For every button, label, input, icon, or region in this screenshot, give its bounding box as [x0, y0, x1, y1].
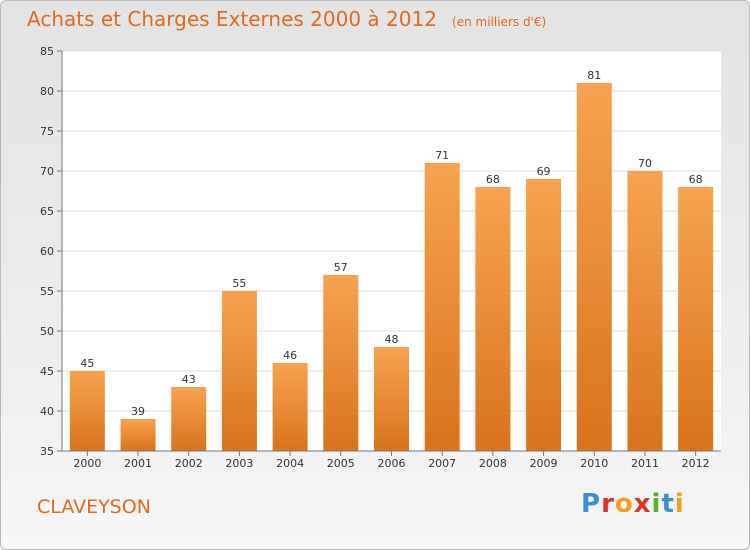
data-label-2010: 81 — [587, 69, 601, 82]
y-tick-label: 65 — [40, 205, 54, 218]
data-label-2012: 68 — [689, 173, 703, 186]
y-tick-label: 45 — [40, 365, 54, 378]
x-tick-label: 2007 — [428, 457, 456, 470]
y-tick-label: 50 — [40, 325, 54, 338]
x-tick-label: 2004 — [276, 457, 304, 470]
x-tick-label: 2011 — [631, 457, 659, 470]
y-tick-label: 55 — [40, 285, 54, 298]
data-label-2005: 57 — [334, 261, 348, 274]
logo-letter: i — [674, 489, 685, 519]
x-tick-label: 2005 — [327, 457, 355, 470]
data-label-2011: 70 — [638, 157, 652, 170]
y-tick-label: 70 — [40, 165, 54, 178]
data-label-2000: 45 — [80, 357, 94, 370]
y-tick-label: 85 — [40, 45, 54, 58]
data-label-2009: 69 — [537, 165, 551, 178]
bar-2000 — [69, 371, 105, 451]
bar-2005 — [323, 275, 359, 451]
data-label-2006: 48 — [385, 333, 399, 346]
y-tick-label: 75 — [40, 125, 54, 138]
x-tick-label: 2001 — [124, 457, 152, 470]
chart-title: Achats et Charges Externes 2000 à 2012 (… — [27, 7, 546, 31]
chart-unit-text: (en milliers d'€) — [452, 15, 547, 29]
logo-letter: P — [581, 489, 602, 519]
bar-2009 — [526, 179, 562, 451]
x-tick-label: 2002 — [175, 457, 203, 470]
data-label-2003: 55 — [232, 277, 246, 290]
logo-letter: r — [601, 489, 615, 519]
x-tick-label: 2012 — [682, 457, 710, 470]
bar-2002 — [171, 387, 207, 451]
logo-letter: t — [661, 489, 675, 519]
bar-2001 — [120, 419, 156, 451]
bar-2011 — [627, 171, 663, 451]
data-label-2001: 39 — [131, 405, 145, 418]
y-tick-label: 35 — [40, 445, 54, 458]
y-tick-label: 40 — [40, 405, 54, 418]
bar-2012 — [678, 187, 714, 451]
data-label-2008: 68 — [486, 173, 500, 186]
logo-letter: x — [633, 489, 652, 519]
y-tick-label: 80 — [40, 85, 54, 98]
chart-title-text: Achats et Charges Externes 2000 à 2012 — [27, 7, 437, 31]
data-label-2007: 71 — [435, 149, 449, 162]
logo-letter: i — [651, 489, 662, 519]
logo-letter: o — [614, 489, 634, 519]
bar-2004 — [272, 363, 308, 451]
bar-2008 — [475, 187, 511, 451]
x-tick-label: 2010 — [580, 457, 608, 470]
x-tick-label: 2003 — [225, 457, 253, 470]
x-tick-label: 2009 — [530, 457, 558, 470]
proxiti-logo: Proxiti — [581, 489, 685, 519]
data-label-2004: 46 — [283, 349, 297, 362]
x-tick-label: 2006 — [378, 457, 406, 470]
bar-2007 — [424, 163, 460, 451]
commune-name: CLAVEYSON — [37, 496, 151, 518]
bar-2010 — [576, 83, 612, 451]
x-tick-label: 2008 — [479, 457, 507, 470]
x-tick-label: 2000 — [73, 457, 101, 470]
bar-2003 — [221, 291, 257, 451]
y-tick-label: 60 — [40, 245, 54, 258]
bar-2006 — [374, 347, 409, 451]
data-label-2002: 43 — [182, 373, 196, 386]
